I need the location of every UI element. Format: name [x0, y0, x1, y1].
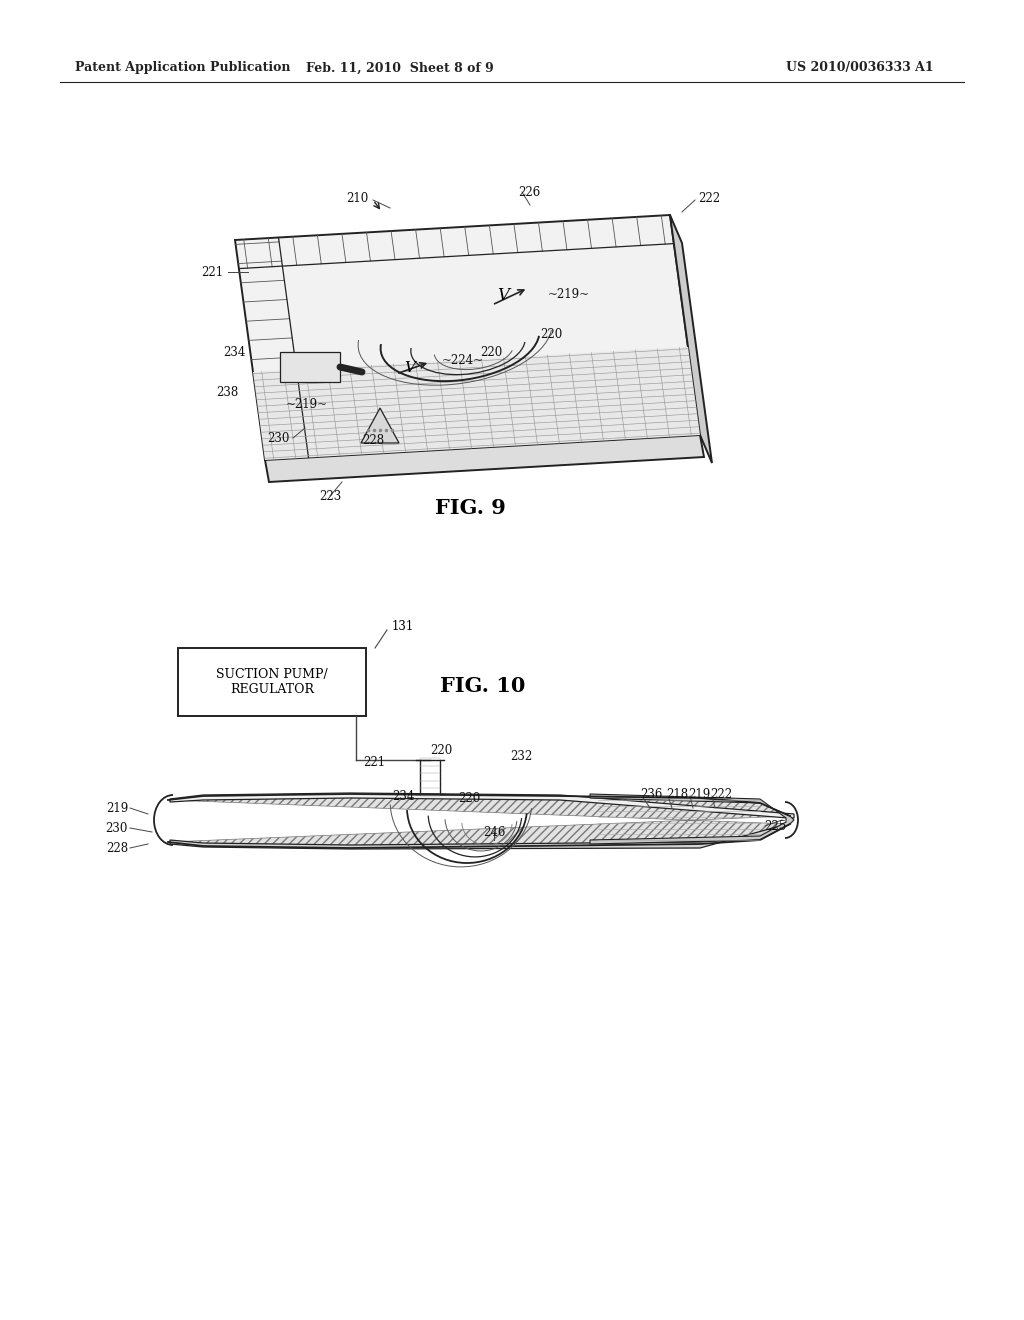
- Text: 234: 234: [392, 789, 415, 803]
- Polygon shape: [170, 793, 794, 818]
- Text: 228: 228: [362, 433, 384, 446]
- Text: 234: 234: [223, 346, 246, 359]
- Text: V: V: [497, 288, 509, 305]
- Polygon shape: [168, 795, 790, 847]
- Text: 238: 238: [216, 385, 238, 399]
- Text: 228: 228: [105, 842, 128, 854]
- Text: Patent Application Publication: Patent Application Publication: [75, 62, 291, 74]
- Text: 221: 221: [362, 755, 385, 768]
- Text: Feb. 11, 2010  Sheet 8 of 9: Feb. 11, 2010 Sheet 8 of 9: [306, 62, 494, 74]
- Text: 223: 223: [318, 490, 341, 503]
- Text: 225: 225: [764, 820, 786, 833]
- Bar: [178, 648, 366, 715]
- Text: 220: 220: [458, 792, 480, 804]
- Text: 221: 221: [201, 265, 223, 279]
- Text: 219: 219: [688, 788, 711, 801]
- Text: 131: 131: [392, 619, 415, 632]
- Text: 222: 222: [710, 788, 732, 801]
- Text: 230: 230: [267, 432, 290, 445]
- Polygon shape: [361, 408, 399, 444]
- Text: 226: 226: [518, 186, 541, 198]
- Text: SUCTION PUMP/
REGULATOR: SUCTION PUMP/ REGULATOR: [216, 668, 328, 696]
- Text: ~219~: ~219~: [548, 289, 590, 301]
- Bar: [280, 352, 340, 381]
- Text: 220: 220: [540, 329, 562, 342]
- Polygon shape: [253, 347, 700, 459]
- Text: 232: 232: [510, 750, 532, 763]
- Polygon shape: [170, 822, 788, 849]
- Text: 210: 210: [346, 191, 368, 205]
- Polygon shape: [590, 795, 794, 843]
- Text: V: V: [404, 360, 416, 375]
- Text: FIG. 10: FIG. 10: [440, 676, 525, 696]
- Text: 220: 220: [430, 743, 453, 756]
- Text: 236: 236: [640, 788, 663, 801]
- Text: 230: 230: [105, 821, 128, 834]
- Text: ~224~: ~224~: [442, 354, 484, 367]
- Text: 222: 222: [698, 191, 720, 205]
- Text: 219: 219: [105, 801, 128, 814]
- Text: 246: 246: [482, 825, 505, 838]
- Polygon shape: [265, 436, 705, 482]
- Polygon shape: [670, 215, 712, 463]
- Text: 218: 218: [666, 788, 688, 801]
- Text: 220: 220: [480, 346, 502, 359]
- Text: US 2010/0036333 A1: US 2010/0036333 A1: [786, 62, 934, 74]
- Text: FIG. 9: FIG. 9: [434, 498, 506, 517]
- Text: ~219~: ~219~: [286, 399, 328, 412]
- Polygon shape: [234, 215, 700, 459]
